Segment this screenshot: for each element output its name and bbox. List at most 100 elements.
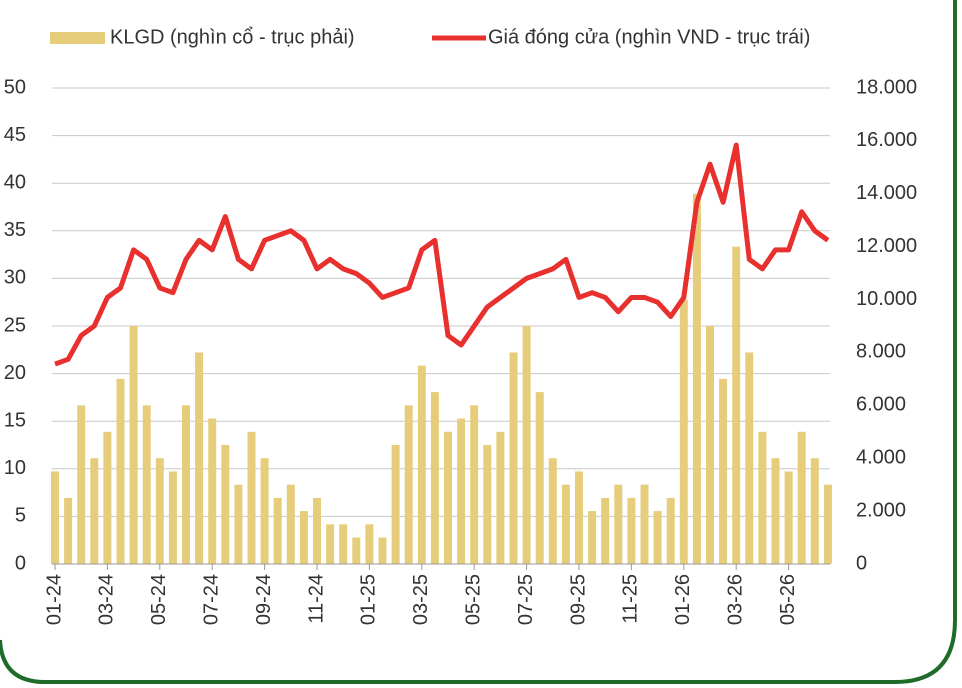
volume-bar	[247, 431, 256, 564]
x-tick-label: 05-25	[462, 574, 484, 625]
y2-tick-label: 12.000	[856, 235, 917, 257]
x-tick-label: 03-25	[410, 574, 432, 625]
y-tick-label: 25	[4, 314, 26, 336]
volume-bar	[417, 365, 426, 564]
volume-bar	[142, 405, 151, 564]
volume-bar	[470, 405, 479, 564]
volume-bar	[483, 445, 492, 564]
x-tick-label: 09-24	[253, 574, 275, 625]
x-tick-label: 05-24	[148, 574, 170, 625]
y2-tick-label: 4.000	[856, 447, 906, 469]
volume-bar	[168, 471, 177, 564]
y-tick-label: 35	[4, 219, 26, 241]
volume-bar	[758, 431, 767, 564]
x-tick-label: 11-25	[620, 574, 642, 624]
volume-bar	[326, 524, 335, 564]
volume-bar	[286, 484, 295, 564]
y2-tick-label: 6.000	[856, 394, 906, 416]
volume-bar	[365, 524, 374, 564]
x-tick-label: 11-24	[305, 574, 327, 624]
volume-bar	[430, 392, 439, 564]
volume-bar	[692, 193, 701, 564]
volume-bar	[732, 246, 741, 564]
y-tick-label: 30	[4, 267, 26, 289]
x-tick-label: 09-25	[567, 574, 589, 625]
volume-bar	[719, 378, 728, 564]
y2-tick-label: 16.000	[856, 129, 917, 151]
volume-bar	[103, 431, 112, 564]
volume-bar	[404, 405, 413, 564]
volume-bar	[77, 405, 86, 564]
volume-bar	[116, 378, 125, 564]
volume-bar	[575, 471, 583, 564]
volume-bar	[784, 471, 793, 564]
volume-bar	[260, 458, 269, 564]
volume-bar	[601, 497, 610, 564]
y-tick-label: 10	[4, 457, 26, 479]
volume-bar	[391, 445, 400, 564]
x-tick-label: 01-25	[358, 574, 380, 625]
y2-tick-label: 18.000	[856, 76, 917, 98]
x-tick-label: 01-26	[672, 574, 694, 625]
x-tick-label: 05-26	[777, 574, 799, 625]
volume-bar	[195, 352, 204, 564]
y2-tick-label: 0	[856, 552, 867, 574]
volume-bar	[208, 418, 217, 564]
volume-bar	[182, 405, 190, 564]
volume-bar	[378, 537, 387, 564]
y-tick-label: 40	[4, 171, 26, 193]
volume-bar	[155, 458, 164, 564]
y-tick-label: 50	[4, 76, 26, 98]
y-tick-label: 15	[4, 409, 26, 431]
volume-bar	[444, 431, 452, 564]
volume-bar	[588, 511, 597, 564]
price-line	[54, 142, 830, 367]
x-tick-label: 01-24	[43, 574, 65, 625]
volume-bar	[640, 484, 649, 564]
volume-bar	[522, 326, 531, 564]
volume-bar	[653, 511, 662, 564]
legend-swatch	[50, 32, 105, 44]
volume-bar	[509, 352, 518, 564]
volume-bar	[273, 497, 282, 564]
volume-bar	[627, 497, 636, 564]
volume-bar	[352, 537, 361, 564]
x-tick-label: 03-26	[724, 574, 746, 625]
x-tick-label: 03-24	[96, 574, 118, 625]
volume-bar	[129, 326, 138, 564]
volume-bar	[457, 418, 466, 564]
volume-bar	[797, 431, 806, 564]
y-tick-label: 45	[4, 124, 26, 146]
volume-bar	[496, 431, 505, 564]
y2-tick-label: 8.000	[856, 341, 906, 363]
volume-bar	[614, 484, 623, 564]
volume-bar	[561, 484, 570, 564]
volume-bar	[234, 484, 243, 564]
volume-bar	[548, 458, 557, 564]
volume-bar	[221, 445, 230, 564]
x-tick-label: 07-24	[200, 574, 222, 625]
volume-bar	[771, 458, 780, 564]
volume-bar	[299, 511, 308, 564]
y2-tick-label: 14.000	[856, 182, 917, 204]
volume-bar	[90, 458, 99, 564]
volume-bar	[51, 471, 59, 564]
y2-tick-label: 2.000	[856, 499, 906, 521]
legend-label: KLGD (nghìn cổ - trục phải)	[110, 26, 355, 48]
volume-bar	[706, 326, 714, 564]
y-tick-label: 0	[15, 552, 26, 574]
y-tick-label: 5	[15, 505, 26, 527]
y-tick-label: 20	[4, 362, 26, 384]
volume-bar	[666, 497, 675, 564]
volume-bar	[810, 458, 819, 564]
volume-bar	[823, 484, 832, 564]
x-tick-label: 07-25	[515, 574, 537, 625]
volume-bar	[64, 497, 73, 564]
volume-bar	[679, 299, 688, 564]
volume-bar	[313, 497, 321, 564]
volume-bar	[745, 352, 754, 564]
volume-bar	[339, 524, 348, 564]
volume-bar	[535, 392, 544, 564]
